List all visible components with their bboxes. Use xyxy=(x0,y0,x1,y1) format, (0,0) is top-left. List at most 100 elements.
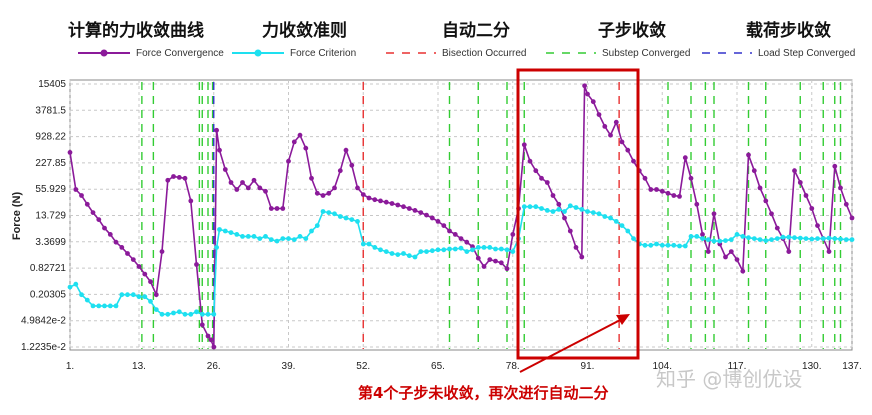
point-force-criterion xyxy=(234,232,240,237)
point-force-criterion xyxy=(125,292,130,298)
point-force-convergence xyxy=(102,225,107,231)
point-force-criterion xyxy=(263,234,268,239)
y-tick-label: 227.85 xyxy=(35,158,66,169)
point-force-convergence xyxy=(424,212,429,218)
point-force-criterion xyxy=(826,235,832,241)
point-force-convergence xyxy=(73,187,79,192)
point-force-convergence xyxy=(332,185,337,191)
point-force-criterion xyxy=(130,292,136,298)
point-force-criterion xyxy=(677,243,682,249)
point-force-convergence xyxy=(153,292,159,298)
y-tick-label: 3781.5 xyxy=(35,105,66,116)
legend-marker-force-convergence xyxy=(100,49,108,57)
point-force-convergence xyxy=(487,257,493,262)
point-force-criterion xyxy=(843,237,849,243)
point-force-criterion xyxy=(533,204,539,210)
point-force-criterion xyxy=(458,245,464,251)
point-force-convergence xyxy=(533,168,539,174)
point-force-convergence xyxy=(234,187,240,192)
x-tick-label: 104. xyxy=(653,361,672,372)
point-force-convergence xyxy=(228,180,234,185)
point-force-criterion xyxy=(470,247,475,253)
point-force-convergence xyxy=(429,215,435,221)
point-force-criterion xyxy=(171,310,176,316)
point-force-criterion xyxy=(205,311,211,317)
x-tick-label: 52. xyxy=(356,361,370,372)
point-force-convergence xyxy=(832,163,838,169)
point-force-convergence xyxy=(142,271,148,277)
point-force-convergence xyxy=(337,168,343,174)
watermark: 知乎 @博创优设 xyxy=(656,367,802,391)
point-force-criterion xyxy=(792,235,797,241)
point-force-criterion xyxy=(383,249,389,255)
point-force-criterion xyxy=(705,237,711,243)
legend-label-substep: Substep Converged xyxy=(602,48,690,59)
point-force-criterion xyxy=(579,207,585,212)
point-force-criterion xyxy=(251,234,257,239)
point-force-criterion xyxy=(803,236,809,242)
point-force-convergence xyxy=(96,217,102,223)
point-force-criterion xyxy=(211,311,217,317)
point-force-convergence xyxy=(222,167,228,172)
point-force-convergence xyxy=(303,145,309,151)
y-axis-label: Force (N) xyxy=(11,192,23,241)
point-force-convergence xyxy=(176,175,182,180)
point-force-criterion xyxy=(642,242,648,248)
point-force-convergence xyxy=(544,180,550,185)
point-force-criterion xyxy=(395,252,401,257)
y-tick-label: 13.729 xyxy=(35,210,66,221)
point-force-criterion xyxy=(527,204,533,210)
annotation-arrow-head xyxy=(616,314,630,325)
point-force-criterion xyxy=(435,247,441,253)
point-force-criterion xyxy=(217,227,222,232)
point-force-convergence xyxy=(107,232,113,237)
point-force-convergence xyxy=(159,249,165,255)
point-force-convergence xyxy=(567,228,573,234)
point-force-convergence xyxy=(751,168,757,174)
point-force-criterion xyxy=(671,242,677,248)
point-force-criterion xyxy=(406,253,412,259)
y-tick-label: 15405 xyxy=(38,79,66,90)
point-force-convergence xyxy=(240,180,245,185)
point-force-criterion xyxy=(602,214,608,219)
point-force-convergence xyxy=(774,225,780,231)
point-force-convergence xyxy=(556,201,562,207)
point-force-convergence xyxy=(498,260,504,266)
point-force-convergence xyxy=(136,264,142,269)
point-force-convergence xyxy=(475,255,481,261)
y-tick-label: 0.82721 xyxy=(30,263,67,274)
point-force-criterion xyxy=(314,223,320,229)
point-force-convergence xyxy=(165,177,171,183)
point-force-criterion xyxy=(751,236,757,242)
point-force-criterion xyxy=(740,234,746,239)
point-force-convergence xyxy=(763,198,769,204)
point-force-criterion xyxy=(619,223,625,229)
point-force-convergence xyxy=(700,232,705,237)
point-force-convergence xyxy=(263,188,268,194)
legend-item-force-convergence: Force Convergence xyxy=(78,48,224,59)
point-force-criterion xyxy=(757,237,763,243)
point-force-convergence xyxy=(631,158,636,164)
point-force-convergence xyxy=(389,201,395,206)
point-force-criterion xyxy=(849,237,855,243)
point-force-criterion xyxy=(746,235,751,241)
header-labels: 计算的力收敛曲线 力收敛准则 自动二分 子步收敛 载荷步收敛 xyxy=(68,20,831,41)
point-force-criterion xyxy=(337,214,343,219)
point-force-convergence xyxy=(280,206,286,211)
point-force-convergence xyxy=(418,210,424,216)
event-lines xyxy=(141,82,842,349)
x-tick-label: 39. xyxy=(282,361,296,372)
point-force-convergence xyxy=(619,139,625,145)
point-force-criterion xyxy=(797,235,803,241)
point-force-convergence xyxy=(562,215,567,221)
point-force-criterion xyxy=(142,294,148,300)
point-force-convergence xyxy=(458,236,464,242)
x-tick-label: 13. xyxy=(132,361,146,372)
header-label-bisection: 自动二分 xyxy=(442,20,510,41)
point-force-criterion xyxy=(360,241,366,247)
point-force-criterion xyxy=(464,249,470,255)
annotation-arrow-line xyxy=(519,317,625,373)
x-tick-label: 78. xyxy=(506,361,520,372)
point-force-criterion xyxy=(280,236,286,242)
point-force-convergence xyxy=(297,132,303,138)
